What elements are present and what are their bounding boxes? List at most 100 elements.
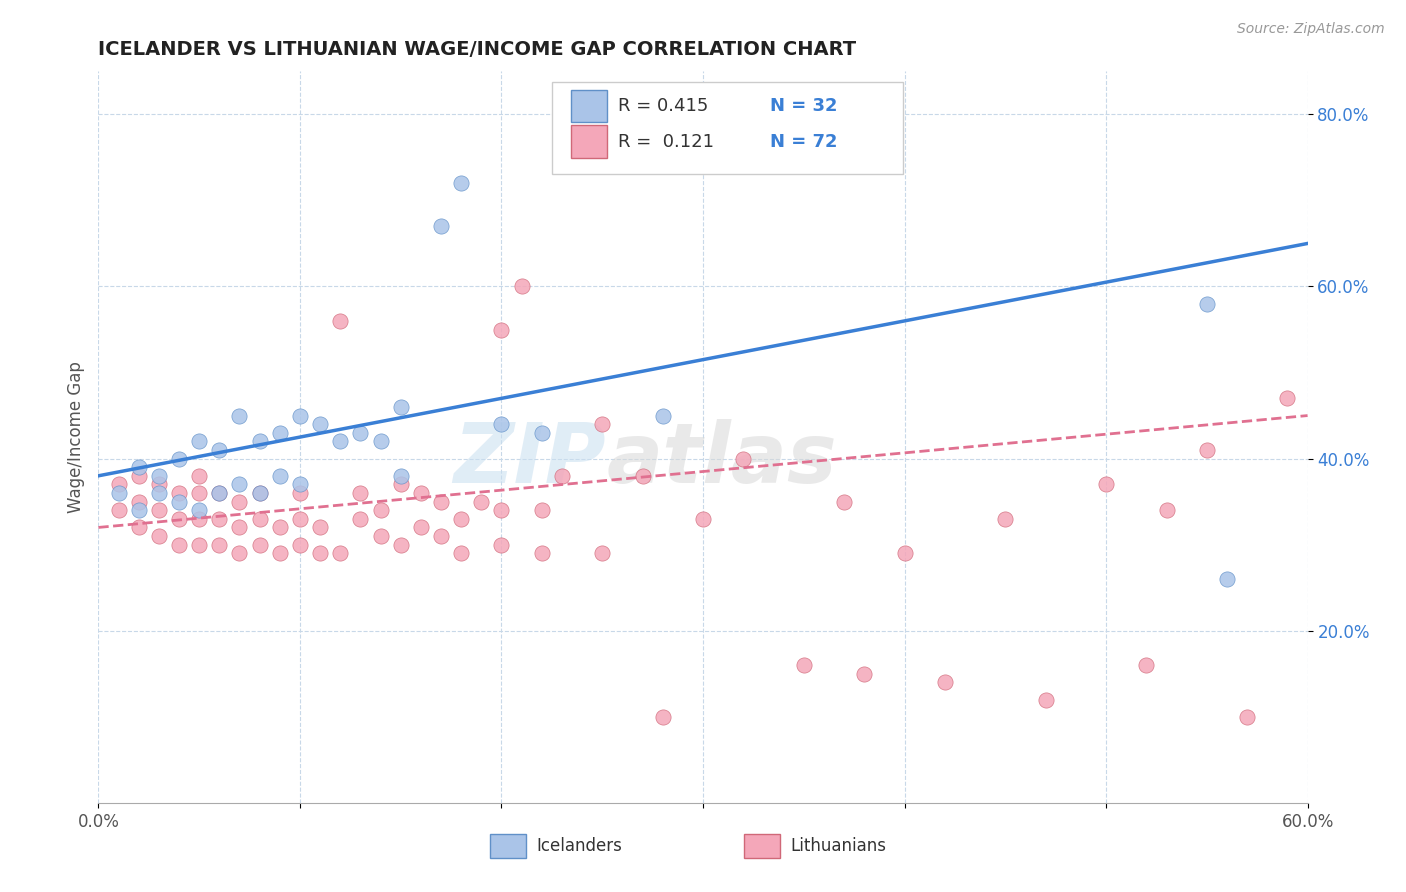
- Point: [309, 520, 332, 534]
- Point: [1035, 692, 1057, 706]
- Point: [228, 494, 250, 508]
- Point: [591, 546, 613, 560]
- Text: R =  0.121: R = 0.121: [619, 133, 714, 151]
- Point: [1095, 477, 1118, 491]
- Text: Source: ZipAtlas.com: Source: ZipAtlas.com: [1237, 22, 1385, 37]
- Point: [288, 477, 311, 491]
- Point: [167, 512, 190, 526]
- Point: [269, 425, 291, 440]
- Point: [188, 434, 211, 449]
- Text: R = 0.415: R = 0.415: [619, 96, 709, 115]
- Point: [228, 520, 250, 534]
- Point: [107, 486, 129, 500]
- Point: [249, 538, 271, 552]
- Point: [128, 503, 150, 517]
- FancyBboxPatch shape: [571, 90, 607, 122]
- Point: [450, 546, 472, 560]
- Y-axis label: Wage/Income Gap: Wage/Income Gap: [66, 361, 84, 513]
- Point: [430, 219, 453, 234]
- Point: [228, 409, 250, 423]
- Text: atlas: atlas: [606, 418, 837, 500]
- Point: [370, 503, 392, 517]
- FancyBboxPatch shape: [571, 126, 607, 158]
- Point: [530, 546, 553, 560]
- Point: [208, 486, 231, 500]
- Text: ZIP: ZIP: [454, 418, 606, 500]
- Point: [1195, 442, 1218, 457]
- Point: [349, 425, 371, 440]
- FancyBboxPatch shape: [551, 82, 903, 174]
- Point: [430, 494, 453, 508]
- Point: [1135, 658, 1157, 673]
- Point: [349, 512, 371, 526]
- Point: [329, 546, 352, 560]
- Point: [228, 477, 250, 491]
- Text: N = 32: N = 32: [769, 96, 837, 115]
- Point: [329, 434, 352, 449]
- Point: [389, 468, 412, 483]
- Point: [470, 494, 492, 508]
- Point: [631, 468, 654, 483]
- Point: [167, 451, 190, 466]
- Point: [1156, 503, 1178, 517]
- Point: [288, 486, 311, 500]
- Point: [832, 494, 855, 508]
- Point: [389, 400, 412, 414]
- Point: [370, 529, 392, 543]
- Point: [692, 512, 714, 526]
- Point: [188, 503, 211, 517]
- Point: [491, 322, 513, 336]
- Point: [409, 520, 432, 534]
- Point: [1277, 392, 1299, 406]
- Point: [188, 538, 211, 552]
- Point: [430, 529, 453, 543]
- Point: [491, 538, 513, 552]
- Point: [249, 434, 271, 449]
- Point: [491, 503, 513, 517]
- Point: [167, 538, 190, 552]
- Point: [269, 546, 291, 560]
- Point: [349, 486, 371, 500]
- Point: [208, 442, 231, 457]
- Point: [148, 477, 170, 491]
- FancyBboxPatch shape: [491, 833, 526, 858]
- Point: [389, 538, 412, 552]
- Point: [591, 417, 613, 432]
- Point: [1236, 710, 1258, 724]
- Point: [651, 710, 673, 724]
- Text: N = 72: N = 72: [769, 133, 837, 151]
- Point: [148, 529, 170, 543]
- Point: [167, 494, 190, 508]
- Point: [128, 494, 150, 508]
- Point: [107, 477, 129, 491]
- Point: [269, 468, 291, 483]
- Text: ICELANDER VS LITHUANIAN WAGE/INCOME GAP CORRELATION CHART: ICELANDER VS LITHUANIAN WAGE/INCOME GAP …: [98, 39, 856, 59]
- Point: [370, 434, 392, 449]
- Text: Lithuanians: Lithuanians: [790, 837, 886, 855]
- Point: [148, 486, 170, 500]
- Point: [269, 520, 291, 534]
- Point: [148, 468, 170, 483]
- Point: [288, 409, 311, 423]
- Point: [228, 546, 250, 560]
- Point: [208, 486, 231, 500]
- Point: [288, 538, 311, 552]
- Point: [148, 503, 170, 517]
- Point: [288, 512, 311, 526]
- Point: [530, 503, 553, 517]
- Point: [188, 512, 211, 526]
- Point: [249, 512, 271, 526]
- Point: [934, 675, 956, 690]
- Point: [128, 520, 150, 534]
- Point: [994, 512, 1017, 526]
- Point: [208, 538, 231, 552]
- Point: [793, 658, 815, 673]
- Point: [309, 546, 332, 560]
- Point: [309, 417, 332, 432]
- Point: [188, 468, 211, 483]
- Point: [409, 486, 432, 500]
- Point: [128, 460, 150, 475]
- Point: [389, 477, 412, 491]
- Point: [530, 425, 553, 440]
- Point: [208, 512, 231, 526]
